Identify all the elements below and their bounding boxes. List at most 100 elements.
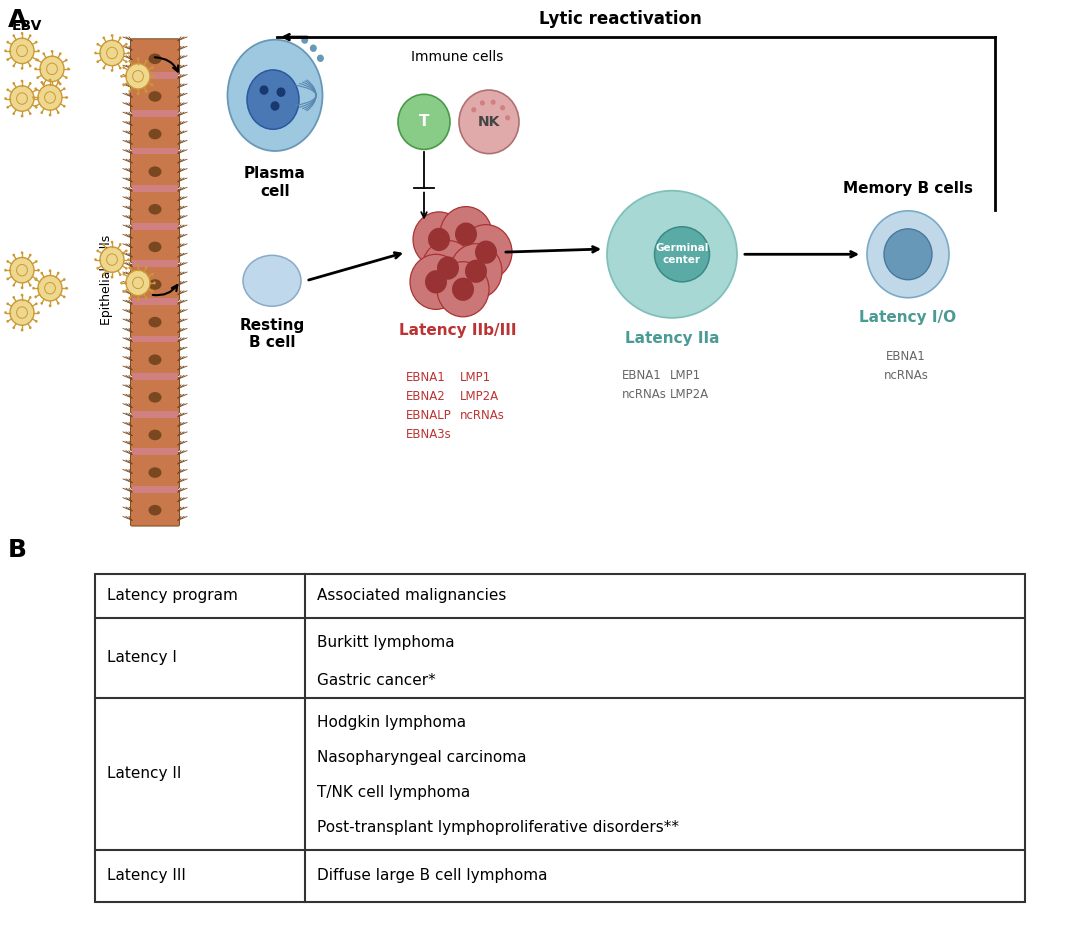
Circle shape — [43, 52, 45, 55]
Circle shape — [20, 287, 24, 289]
Circle shape — [450, 244, 502, 299]
Circle shape — [35, 277, 38, 280]
Circle shape — [137, 93, 139, 96]
Circle shape — [122, 66, 125, 69]
Circle shape — [505, 115, 510, 120]
Circle shape — [145, 60, 148, 62]
Text: Resting
B cell: Resting B cell — [239, 318, 304, 350]
Circle shape — [437, 262, 489, 317]
Circle shape — [35, 260, 38, 263]
Circle shape — [20, 252, 24, 254]
Bar — [132, 411, 178, 417]
FancyBboxPatch shape — [131, 490, 179, 526]
Bar — [132, 486, 178, 493]
Circle shape — [413, 212, 465, 267]
Circle shape — [34, 87, 38, 90]
Circle shape — [126, 271, 150, 295]
Text: EBNA1
EBNA2
EBNALP
EBNA3s: EBNA1 EBNA2 EBNALP EBNA3s — [406, 371, 451, 441]
Circle shape — [126, 63, 150, 89]
Circle shape — [125, 250, 128, 253]
Circle shape — [137, 299, 139, 302]
FancyBboxPatch shape — [131, 302, 179, 338]
Ellipse shape — [247, 70, 299, 130]
Text: T: T — [419, 114, 429, 130]
Circle shape — [34, 105, 38, 108]
Text: Post-transplant lymphoproliferative disorders**: Post-transplant lymphoproliferative diso… — [317, 820, 679, 835]
Circle shape — [137, 58, 139, 61]
Circle shape — [103, 243, 105, 246]
Circle shape — [35, 59, 38, 61]
Circle shape — [65, 287, 68, 289]
Circle shape — [13, 254, 15, 256]
Circle shape — [6, 260, 9, 263]
Circle shape — [63, 278, 65, 281]
FancyBboxPatch shape — [131, 39, 179, 75]
Circle shape — [29, 284, 31, 287]
Bar — [132, 336, 178, 342]
Circle shape — [6, 106, 9, 109]
Text: Gastric cancer*: Gastric cancer* — [317, 673, 435, 688]
Circle shape — [410, 254, 462, 309]
FancyBboxPatch shape — [131, 452, 179, 488]
Circle shape — [29, 326, 31, 329]
FancyBboxPatch shape — [131, 227, 179, 263]
Text: Associated malignancies: Associated malignancies — [317, 588, 506, 604]
Circle shape — [145, 297, 148, 300]
Circle shape — [38, 85, 62, 110]
Text: LMP1
LMP2A
ncRNAs: LMP1 LMP2A ncRNAs — [460, 371, 505, 422]
Circle shape — [48, 305, 51, 307]
Circle shape — [425, 271, 447, 293]
Circle shape — [6, 277, 9, 280]
Circle shape — [29, 254, 31, 256]
Circle shape — [100, 41, 124, 65]
Circle shape — [472, 107, 476, 113]
Circle shape — [50, 85, 54, 88]
Circle shape — [460, 224, 512, 280]
Ellipse shape — [149, 279, 162, 289]
Text: EBV: EBV — [12, 19, 43, 33]
Text: Latency I/O: Latency I/O — [860, 310, 956, 325]
Circle shape — [259, 85, 268, 95]
Circle shape — [59, 52, 61, 55]
Circle shape — [10, 86, 34, 112]
Circle shape — [6, 320, 9, 323]
Circle shape — [125, 267, 128, 270]
Circle shape — [20, 79, 24, 82]
Ellipse shape — [149, 505, 162, 516]
Text: Latency IIb/III: Latency IIb/III — [399, 324, 517, 338]
Circle shape — [398, 95, 450, 149]
Text: EBNA1
ncRNAs: EBNA1 ncRNAs — [883, 350, 928, 381]
Circle shape — [59, 82, 61, 85]
Circle shape — [13, 284, 15, 287]
Circle shape — [151, 272, 153, 275]
Circle shape — [119, 37, 121, 39]
Ellipse shape — [149, 129, 162, 139]
Circle shape — [422, 240, 474, 295]
Text: B: B — [8, 537, 27, 562]
Text: Latency program: Latency program — [107, 588, 238, 604]
Bar — [132, 223, 178, 230]
Circle shape — [96, 250, 99, 253]
Circle shape — [437, 256, 459, 280]
Circle shape — [465, 259, 487, 283]
Circle shape — [13, 64, 15, 67]
FancyBboxPatch shape — [131, 189, 179, 225]
Text: Plasma
cell: Plasma cell — [244, 166, 306, 199]
Circle shape — [122, 272, 125, 275]
FancyBboxPatch shape — [131, 377, 179, 413]
Text: Latency III: Latency III — [107, 868, 185, 884]
Ellipse shape — [243, 255, 301, 307]
Circle shape — [4, 311, 6, 314]
Circle shape — [32, 96, 34, 98]
Circle shape — [43, 82, 45, 85]
Bar — [132, 260, 178, 267]
Circle shape — [65, 59, 68, 61]
Circle shape — [310, 44, 317, 52]
Circle shape — [428, 228, 450, 251]
Text: EBNA1
ncRNAs: EBNA1 ncRNAs — [622, 369, 667, 401]
Circle shape — [63, 105, 65, 108]
Text: Latency IIa: Latency IIa — [625, 330, 719, 345]
Ellipse shape — [149, 166, 162, 177]
Circle shape — [122, 83, 125, 86]
Circle shape — [32, 287, 34, 289]
